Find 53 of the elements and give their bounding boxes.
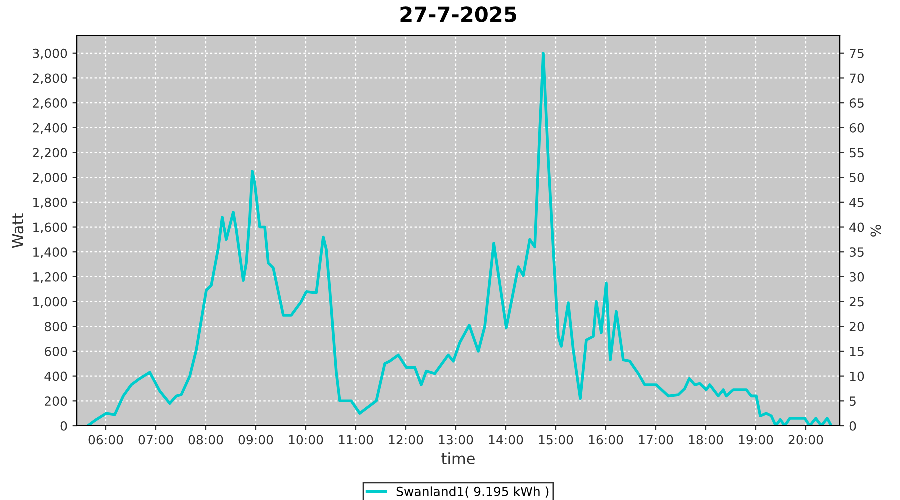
y-tick-label: 2,200 (33, 148, 68, 159)
y-tick-label: 1,200 (34, 272, 68, 284)
y-tick-label: 2,800 (33, 74, 68, 84)
y-tick-label: 1,600 (34, 222, 68, 234)
y-tick-label: 2,600 (33, 98, 68, 110)
legend-label: Swanland1( 9.195 kWh ) (396, 486, 549, 498)
y-axis-title: Watt (12, 214, 24, 248)
x-tick-label: 19:00 (739, 435, 774, 445)
y-tick-label: 0 (60, 421, 68, 431)
y-tick-label: 1,400 (34, 248, 68, 258)
y2-tick-label: 0 (850, 421, 856, 431)
y-tick-label: 600 (44, 346, 68, 356)
x-tick-label: 17:00 (639, 435, 674, 445)
line-series (86, 52, 833, 426)
x-tick-label: 18:00 (689, 435, 724, 445)
y2-tick-label: 55 (850, 148, 864, 158)
x-tick-label: 06:00 (88, 435, 124, 445)
x-tick-label: 11:00 (339, 435, 374, 445)
x-tick-label: 20:00 (788, 435, 824, 445)
y-tick-label: 200 (45, 396, 68, 406)
y-tick-label: 2,000 (33, 173, 68, 184)
y2-tick-label: 75 (850, 49, 864, 58)
y2-tick-label: 45 (850, 198, 864, 208)
y2-tick-label: 20 (850, 322, 864, 332)
y2-tick-label: 60 (850, 123, 864, 133)
y-tick-label: 1,800 (34, 198, 68, 209)
y2-tick-label: 35 (850, 248, 864, 258)
y2-tick-label: 30 (850, 272, 864, 282)
y2-tick-label: 50 (850, 173, 864, 183)
chart-title: 27-7-2025 (400, 6, 516, 22)
y-tick-label: 1,000 (34, 297, 68, 308)
x-tick-label: 14:00 (489, 435, 524, 445)
y-tick-label: 400 (44, 372, 68, 382)
x-tick-label: 10:00 (289, 435, 324, 445)
y-tick-label: 3,000 (33, 48, 68, 60)
x-tick-label: 07:00 (138, 435, 174, 445)
x-axis-title: time (442, 452, 475, 465)
y2-axis-title: % (870, 225, 882, 237)
x-tick-label: 13:00 (439, 435, 474, 445)
x-tick-label: 16:00 (589, 435, 624, 445)
y2-tick-label: 25 (850, 297, 864, 307)
y2-tick-label: 40 (850, 222, 864, 232)
y2-tick-label: 15 (850, 347, 864, 356)
y-tick-label: 800 (44, 322, 68, 332)
x-tick-label: 12:00 (389, 435, 424, 445)
y2-tick-label: 10 (850, 372, 864, 382)
y2-tick-label: 70 (850, 74, 864, 84)
x-tick-label: 09:00 (238, 435, 274, 445)
y2-tick-label: 5 (850, 396, 856, 406)
y-tick-label: 2,400 (33, 123, 68, 134)
x-tick-label: 08:00 (188, 435, 224, 445)
x-tick-label: 15:00 (539, 435, 574, 445)
y2-tick-label: 65 (850, 98, 864, 108)
